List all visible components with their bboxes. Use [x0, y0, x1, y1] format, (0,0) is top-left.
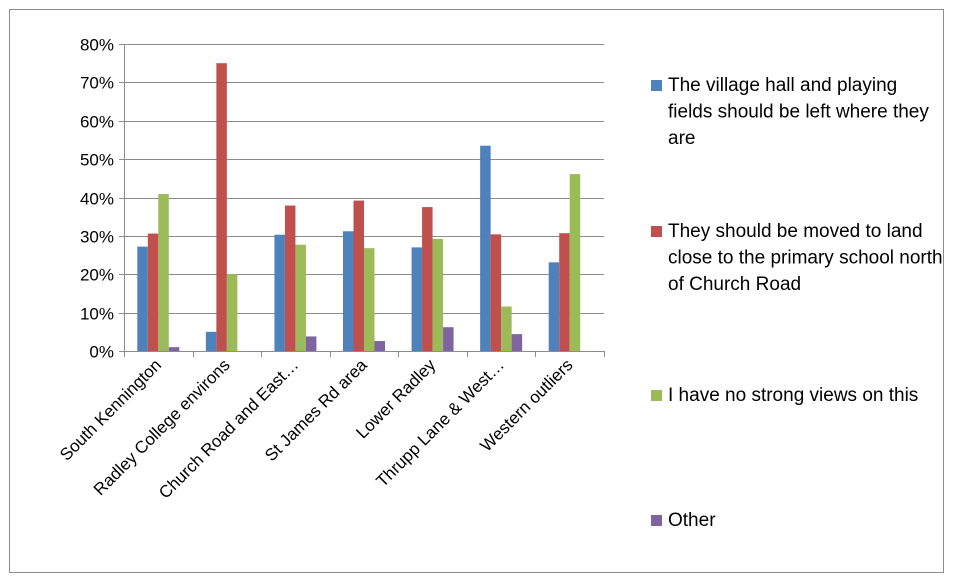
legend: The village hall and playing fields shoul…: [651, 75, 943, 531]
y-tick-label: 20%: [80, 266, 114, 285]
bar: [158, 194, 169, 351]
y-tick-label: 10%: [80, 305, 114, 324]
bar: [353, 200, 364, 351]
y-tick-label: 80%: [80, 36, 114, 55]
y-tick-label: 40%: [80, 190, 114, 209]
legend-swatch: [651, 515, 662, 526]
y-tick-label: 60%: [80, 113, 114, 132]
bar: [274, 234, 285, 351]
bar: [432, 238, 444, 351]
bar: [168, 347, 180, 351]
bar: [559, 233, 570, 351]
bar: [226, 274, 238, 351]
y-tick-label: 30%: [80, 228, 114, 247]
gridlines: [124, 44, 604, 314]
bar: [501, 306, 512, 351]
bar: [422, 207, 433, 351]
bar: [205, 331, 217, 351]
bar: [569, 174, 581, 351]
bars: [137, 63, 581, 351]
y-tick-label: 70%: [80, 74, 114, 93]
bar: [216, 63, 227, 351]
legend-swatch: [651, 226, 662, 237]
legend-label: They should be moved to land close to the…: [668, 221, 943, 295]
bar: [490, 234, 502, 351]
bar: [284, 205, 296, 351]
legend-label: I have no strong views on this: [668, 385, 918, 406]
bar: [480, 145, 491, 351]
bar: [548, 262, 560, 351]
legend-label: Other: [668, 510, 716, 531]
y-tick-label: 50%: [80, 151, 114, 170]
bar: [343, 231, 354, 351]
legend-swatch: [651, 80, 662, 91]
bar: [305, 336, 317, 351]
bar: [374, 341, 385, 351]
bar: [295, 244, 306, 351]
bar: [147, 233, 159, 351]
legend-label: The village hall and playing fields shoul…: [668, 75, 929, 149]
bar: [364, 248, 375, 351]
bar: [443, 327, 454, 351]
bar: [511, 334, 523, 351]
legend-swatch: [651, 390, 662, 401]
bar: [137, 246, 148, 351]
bar: [411, 247, 423, 351]
y-tick-label: 0%: [89, 343, 114, 362]
